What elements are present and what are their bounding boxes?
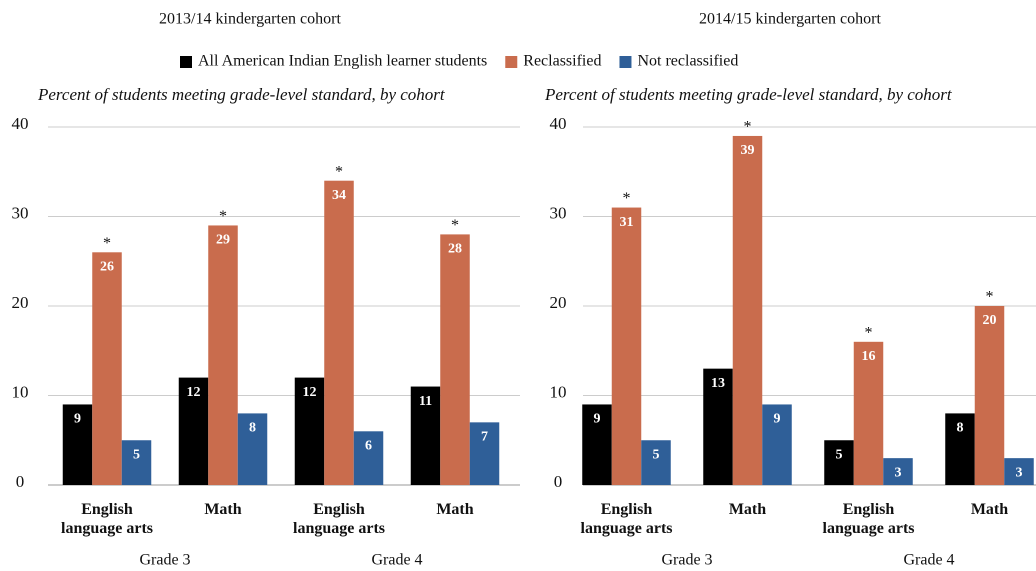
data-label: 20	[983, 313, 997, 328]
legend-label: Reclassified	[523, 53, 601, 70]
significance-note: *	[103, 235, 111, 252]
bar	[121, 440, 152, 485]
group-label: Grade 4	[371, 552, 422, 569]
bar	[324, 180, 354, 485]
bar	[883, 458, 913, 485]
y-tick-label: 20	[12, 293, 29, 312]
data-label: 12	[303, 385, 317, 400]
chart-title: 2014/15 kindergarten cohort	[699, 11, 881, 28]
x-tick-label: Math	[971, 501, 1008, 518]
bar	[208, 225, 238, 485]
y-tick-label: 10	[12, 382, 29, 401]
significance-note: *	[451, 217, 459, 234]
chart-subtitle: Percent of students meeting grade-level …	[37, 85, 446, 104]
data-label: 28	[448, 242, 462, 257]
data-label: 12	[187, 385, 201, 400]
y-tick-label: 20	[550, 293, 567, 312]
legend-label: All American Indian English learner stud…	[198, 53, 487, 70]
y-tick-label: 30	[550, 203, 567, 222]
chart-title: 2013/14 kindergarten cohort	[159, 11, 341, 28]
data-label: 5	[836, 447, 843, 462]
bar	[762, 404, 792, 485]
legend-swatch	[619, 56, 632, 68]
bar	[92, 252, 122, 485]
bar	[469, 422, 500, 485]
x-tick-label: English language arts	[61, 501, 153, 537]
data-label: 13	[711, 376, 725, 391]
legend-swatch	[180, 56, 192, 68]
data-label: 9	[74, 412, 81, 427]
significance-note: *	[219, 208, 227, 225]
bar	[62, 404, 93, 485]
x-tick-label: Math	[436, 501, 473, 518]
significance-note: *	[623, 190, 631, 207]
y-tick-label: 30	[12, 203, 29, 222]
data-label: 6	[365, 439, 372, 454]
bar	[294, 377, 325, 485]
data-label: 7	[481, 430, 488, 445]
bar	[853, 341, 884, 485]
bar	[824, 440, 854, 485]
chart-subtitle: Percent of students meeting grade-level …	[544, 85, 953, 104]
data-label: 9	[594, 412, 601, 427]
bar	[974, 306, 1005, 485]
bar	[945, 413, 975, 485]
data-label: 31	[620, 215, 634, 230]
y-tick-label: 0	[16, 472, 25, 491]
x-tick-label: Math	[729, 501, 766, 518]
x-tick-label: English language arts	[581, 501, 673, 537]
data-label: 39	[741, 143, 755, 158]
group-label: Grade 4	[903, 552, 954, 569]
data-label: 9	[774, 412, 781, 427]
y-tick-label: 0	[554, 472, 563, 491]
data-label: 16	[862, 349, 876, 364]
bar	[178, 377, 209, 485]
data-label: 26	[100, 260, 114, 275]
data-label: 34	[332, 188, 346, 203]
data-label: 8	[249, 421, 256, 436]
x-tick-label: Math	[204, 501, 241, 518]
data-label: 5	[133, 447, 140, 462]
bar	[611, 207, 642, 486]
bar	[410, 386, 441, 485]
data-label: 29	[216, 233, 230, 248]
significance-note: *	[865, 324, 873, 341]
y-tick-label: 40	[550, 114, 567, 133]
group-label: Grade 3	[139, 552, 190, 569]
bar	[440, 234, 470, 485]
legend-swatch	[505, 56, 518, 68]
group-label: Grade 3	[661, 552, 712, 569]
data-label: 3	[1016, 465, 1023, 480]
data-label: 3	[895, 465, 902, 480]
legend-label: Not reclassified	[637, 53, 738, 70]
bar	[353, 431, 384, 485]
significance-note: *	[744, 119, 752, 136]
y-tick-label: 10	[550, 382, 567, 401]
bar	[703, 368, 733, 485]
bar	[1004, 458, 1034, 485]
x-tick-label: English language arts	[823, 501, 915, 537]
bar	[582, 404, 612, 485]
x-tick-label: English language arts	[293, 501, 385, 537]
data-label: 8	[957, 421, 964, 436]
data-label: 11	[419, 394, 432, 409]
bar	[641, 440, 671, 485]
significance-note: *	[335, 163, 343, 180]
bar	[237, 413, 268, 485]
significance-note: *	[986, 289, 994, 306]
data-label: 5	[653, 447, 660, 462]
y-tick-label: 40	[12, 114, 29, 133]
bar	[732, 135, 763, 485]
